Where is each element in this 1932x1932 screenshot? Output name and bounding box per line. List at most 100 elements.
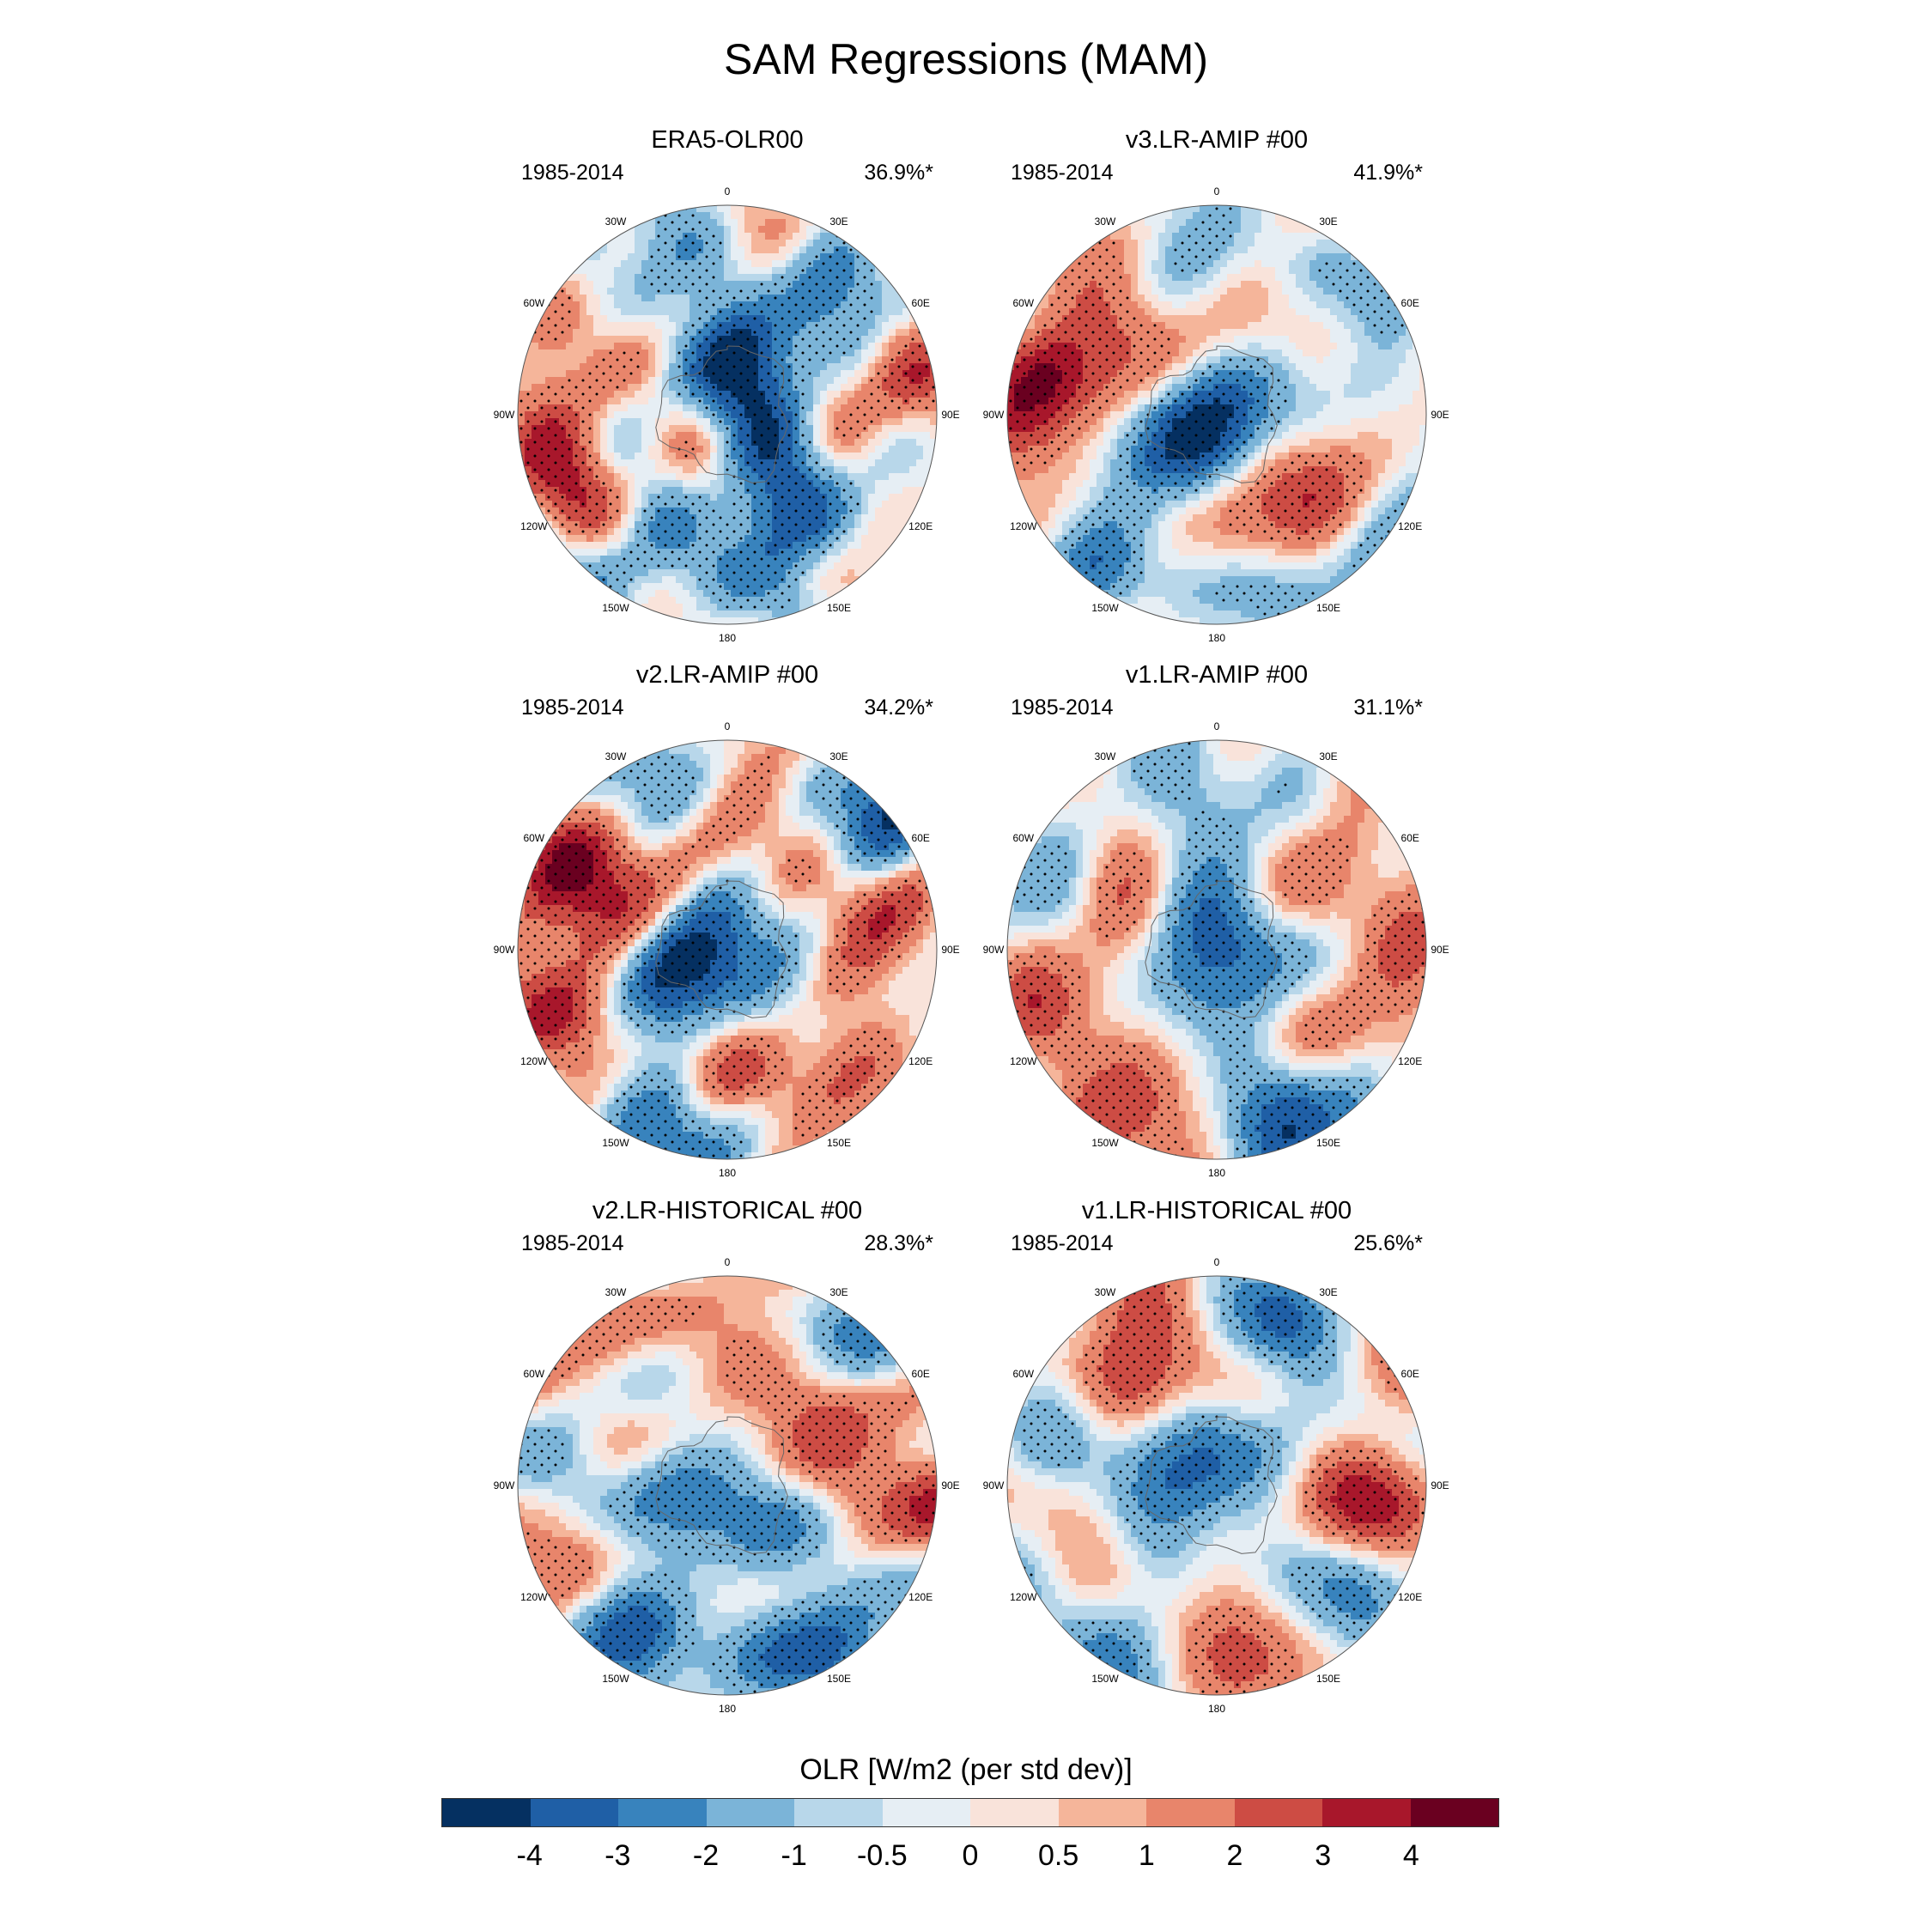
field-cell [683, 604, 690, 611]
field-cell [717, 466, 725, 474]
significance-dot [787, 475, 791, 478]
field-cell [765, 391, 773, 398]
field-cell [765, 267, 773, 275]
field-cell [648, 480, 656, 488]
significance-dot [760, 502, 763, 506]
significance-dot [815, 502, 818, 506]
field-cell [806, 281, 814, 289]
significance-dot [753, 427, 756, 430]
field-cell [1110, 301, 1118, 309]
field-cell [1200, 322, 1207, 330]
significance-dot [781, 344, 784, 348]
field-cell [1124, 281, 1132, 289]
field-cell [793, 528, 800, 536]
field-cell [772, 301, 780, 309]
significance-dot [588, 468, 592, 471]
field-cell [854, 384, 862, 392]
field-cell [580, 439, 587, 447]
field-cell [813, 439, 821, 447]
field-cell [538, 315, 546, 323]
field-cell [799, 315, 807, 323]
significance-dot [691, 351, 695, 355]
field-cell [1138, 295, 1145, 302]
field-cell [827, 425, 835, 433]
significance-dot [568, 530, 571, 533]
field-cell [738, 253, 745, 261]
significance-dot [698, 221, 702, 224]
field-cell [868, 349, 876, 357]
field-cell [724, 267, 732, 275]
field-cell [854, 507, 862, 515]
significance-dot [781, 454, 784, 458]
field-cell [635, 398, 642, 405]
significance-dot [671, 248, 674, 252]
field-cell [662, 432, 670, 440]
significance-dot [533, 468, 537, 471]
significance-dot [712, 358, 715, 361]
field-cell [738, 514, 745, 522]
field-cell [841, 301, 848, 309]
field-cell [1165, 288, 1173, 295]
field-cell [854, 446, 862, 453]
significance-dot [1373, 269, 1376, 272]
field-cell [1186, 274, 1194, 282]
field-cell [538, 494, 546, 501]
field-cell [614, 349, 622, 357]
significance-dot [588, 372, 592, 375]
field-cell [779, 514, 787, 522]
significance-dot [767, 344, 770, 348]
field-cell [717, 590, 725, 598]
field-cell [1316, 329, 1324, 337]
field-cell [827, 556, 835, 563]
field-cell [724, 611, 732, 618]
longitude-label: 30E [829, 216, 848, 228]
significance-dot [1036, 331, 1040, 334]
field-cell [896, 398, 903, 405]
field-cell [930, 377, 937, 385]
field-cell [1234, 322, 1242, 330]
significance-dot [1098, 255, 1102, 258]
field-cell [641, 253, 649, 261]
significance-dot [691, 530, 695, 533]
significance-dot [801, 557, 805, 561]
field-cell [607, 466, 615, 474]
field-cell [1255, 219, 1262, 227]
significance-dot [547, 454, 550, 458]
field-cell [765, 212, 773, 220]
field-cell [841, 494, 848, 501]
significance-dot [822, 537, 825, 540]
significance-dot [829, 296, 832, 300]
field-cell [820, 267, 828, 275]
significance-dot [781, 427, 784, 430]
field-cell [635, 569, 642, 577]
field-cell [621, 459, 629, 467]
field-cell [593, 349, 601, 357]
field-cell [744, 212, 752, 220]
significance-dot [1359, 269, 1363, 272]
field-cell [793, 590, 800, 598]
field-cell [669, 569, 677, 577]
field-cell [902, 453, 910, 460]
field-cell [902, 507, 910, 515]
field-cell [1220, 322, 1228, 330]
significance-dot [787, 351, 791, 355]
field-cell [573, 315, 580, 323]
field-cell [882, 343, 890, 350]
field-cell [559, 336, 567, 343]
field-cell [580, 384, 587, 392]
significance-dot [808, 509, 811, 513]
significance-dot [705, 502, 708, 506]
field-cell [909, 411, 917, 419]
field-cell [676, 295, 683, 302]
field-cell [793, 281, 800, 289]
field-cell [1234, 260, 1242, 268]
field-cell [861, 446, 869, 453]
field-cell [779, 212, 787, 220]
field-cell [593, 398, 601, 405]
field-cell [1145, 253, 1152, 261]
field-cell [1241, 274, 1249, 282]
field-cell [566, 301, 574, 309]
significance-dot [767, 399, 770, 403]
significance-dot [884, 406, 887, 410]
field-cell [848, 336, 855, 343]
